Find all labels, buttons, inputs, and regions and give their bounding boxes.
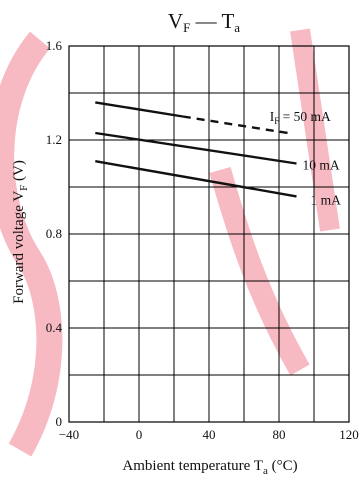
y-tick-label: 1.2 [46,132,62,147]
plot-frame [68,45,350,423]
y-tick-label: 0.4 [46,320,63,335]
chart-marks: IF = 50 mA 10 mA 1 mA [95,101,342,207]
series-label-3: 1 mA [311,192,342,207]
y-tick-label: 1.6 [46,38,63,53]
y-axis-label: Forward voltage VF (V) [11,160,30,304]
series-label-2: 10 mA [303,158,340,173]
watermark [0,28,340,457]
x-tick-label: 0 [136,427,143,442]
x-tick-label: −40 [59,427,79,442]
x-tick-label: 120 [339,427,359,442]
series-line-3 [95,160,297,198]
series-line-2 [95,131,297,165]
x-tick-label: 40 [203,427,216,442]
chart-title: VF — Ta [168,9,240,35]
series-label-1: IF = 50 mA [270,109,331,126]
series-line-1 [95,101,183,118]
x-axis-label: Ambient temperature Ta (°C) [122,458,297,477]
y-tick-label: 0 [56,414,63,429]
y-tick-label: 0.8 [46,226,62,241]
x-tick-label: 80 [273,427,286,442]
series-line-1-dashed [182,115,288,135]
